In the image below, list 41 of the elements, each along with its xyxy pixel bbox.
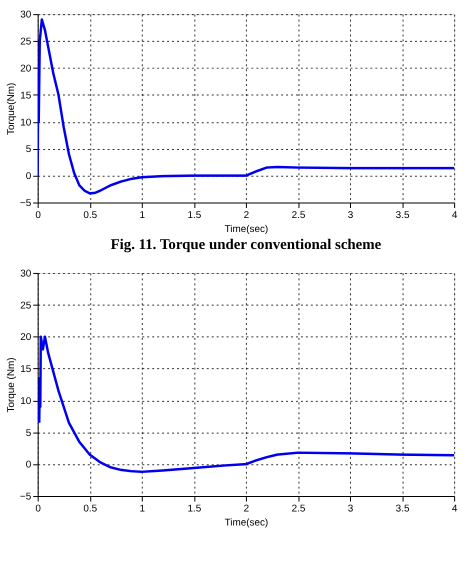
y-tick-label: 0: [26, 171, 32, 182]
x-tick-label: 1.5: [187, 503, 202, 514]
x-axis-title: Time(sec): [224, 517, 268, 528]
line-series: [38, 335, 454, 474]
y-tick-label: 25: [20, 36, 32, 48]
x-tick-label: 1: [140, 210, 146, 221]
x-tick-label: 1.5: [187, 210, 202, 221]
y-tick-label: 25: [20, 300, 32, 312]
x-tick-label: 3.5: [396, 503, 410, 514]
x-tick-label: 2: [244, 503, 250, 514]
y-axis-title: Torque(Nm): [6, 82, 17, 135]
y-tick-label: 5: [26, 428, 32, 439]
y-axis-title: Torque (Nm): [6, 357, 17, 413]
x-tick-label: 2: [244, 210, 250, 221]
caption: Fig. 11. Torque under conventional scheme: [110, 237, 382, 254]
y-tick-label: 15: [20, 364, 32, 376]
x-tick-label: 0.5: [83, 503, 98, 514]
x-tick-label: 3: [348, 503, 354, 514]
y-tick-label: 30: [20, 268, 32, 280]
x-tick-label: 1: [140, 503, 146, 514]
y-tick-label: 10: [20, 117, 32, 128]
x-tick-label: 0: [35, 210, 42, 221]
y-tick-label: 10: [20, 396, 32, 407]
x-tick-label: 2.5: [292, 210, 306, 221]
x-tick-label: 2.5: [292, 503, 306, 514]
line-series: [38, 18, 454, 195]
y-tick-label: 15: [20, 90, 32, 102]
x-tick-label: 3: [348, 210, 354, 221]
x-tick-label: 4: [452, 210, 458, 221]
y-tick-label: 20: [20, 332, 32, 344]
y-tick-label: 0: [26, 460, 32, 471]
y-tick-label: 5: [26, 144, 32, 156]
y-tick-label: −5: [20, 198, 32, 210]
x-tick-label: 0: [35, 503, 42, 514]
x-tick-label: 0.5: [83, 210, 98, 221]
y-tick-label: 30: [20, 10, 32, 21]
x-axis-title: Time(sec): [224, 224, 268, 235]
x-tick-label: 4: [452, 503, 458, 514]
y-tick-label: −5: [20, 492, 32, 503]
y-tick-label: 20: [20, 63, 32, 74]
x-tick-label: 3.5: [396, 210, 410, 221]
